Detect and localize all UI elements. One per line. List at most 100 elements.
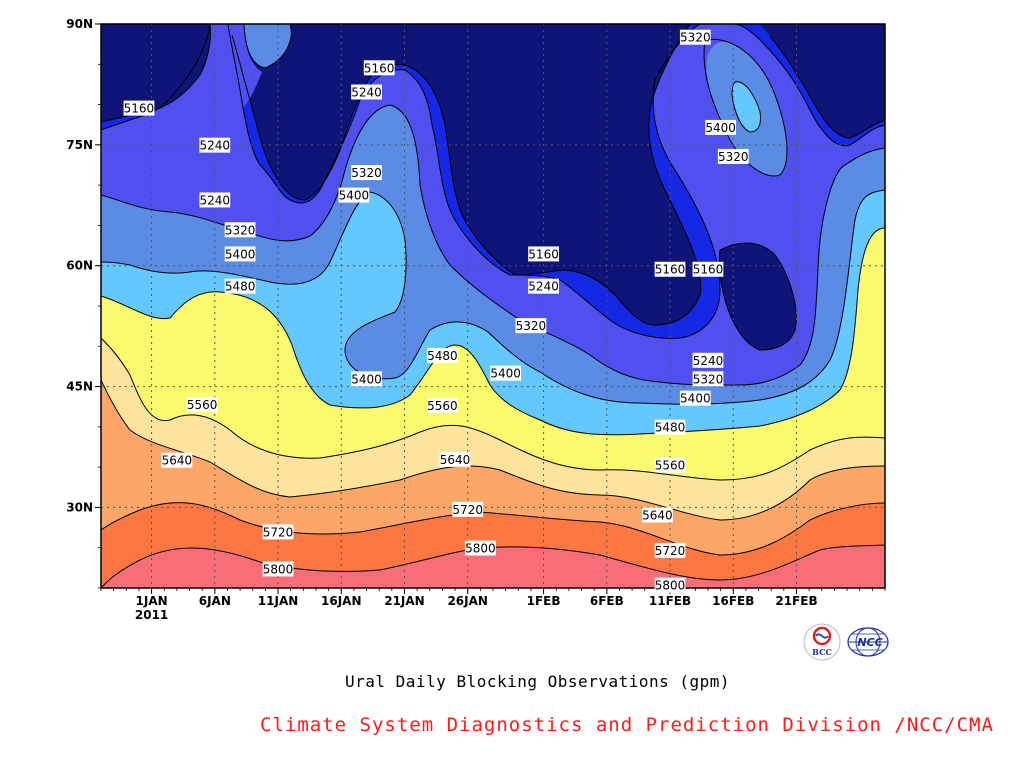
contour-label-text: 5640	[440, 453, 471, 467]
contour-label: 5720	[654, 542, 686, 558]
x-tick-label: 1FEB	[527, 594, 561, 608]
contour-label-bg	[654, 577, 686, 593]
contour-label: 5480	[654, 419, 686, 435]
contour-label-text: 5160	[693, 263, 724, 277]
contour-label-bg	[186, 397, 218, 413]
x-tick-label: 1JAN	[136, 594, 168, 608]
contour-labels: 5160 5240 5240 5320 5400 5480 5560 5640 5720 5800…	[123, 29, 749, 593]
x-tick-label: 16FEB	[712, 594, 754, 608]
y-tick-label: 75N	[66, 138, 93, 152]
contour-label: 5560	[427, 397, 458, 413]
contour-label-text: 5720	[263, 525, 294, 539]
contour-label: 5640	[641, 507, 673, 523]
band-below-5160-center	[228, 24, 701, 325]
contour-label-bg	[515, 318, 547, 334]
contour-label-bg	[427, 347, 458, 363]
contour-label-text: 5400	[225, 247, 256, 261]
contour-label-text: 5160	[655, 263, 686, 277]
contour-label-bg	[161, 452, 193, 468]
chart-subtitle: Ural Daily Blocking Observations (gpm)	[345, 672, 731, 691]
contour-label-bg	[123, 100, 155, 116]
contour-label: 5400	[351, 371, 382, 387]
contour-label-bg	[654, 542, 686, 558]
x-tick-label: 16JAN	[321, 594, 362, 608]
contour-label-bg	[262, 561, 294, 577]
x-year-label: 2011	[135, 608, 168, 622]
contour-label-text: 5240	[351, 85, 382, 99]
contour-label-text: 5480	[225, 280, 256, 294]
contour-label-text: 5320	[718, 150, 749, 164]
contour-label: 5640	[439, 451, 471, 467]
contour-label-bg	[654, 261, 686, 277]
y-tick-label: 90N	[66, 17, 93, 31]
contour-label: 5400	[679, 390, 711, 406]
contour-label-text: 5320	[693, 372, 724, 386]
contour-label: 5320	[679, 29, 711, 45]
contour-label-text: 5400	[351, 372, 382, 386]
axis-ticks	[95, 23, 886, 594]
contour-label-text: 5480	[427, 349, 458, 363]
contour-label-bg	[199, 192, 231, 208]
contour-label-text: 5320	[225, 223, 256, 237]
contour-label-text: 5560	[187, 398, 218, 412]
contour-label-text: 5400	[705, 121, 736, 135]
contour-label: 5400	[705, 119, 737, 135]
contour-label: 5160	[528, 246, 559, 261]
contour-label-text: 5240	[200, 139, 231, 153]
contour-label-bg	[679, 390, 711, 406]
contour-label-bg	[224, 278, 256, 294]
contour-label-bg	[692, 371, 724, 387]
contour-label: 5160	[692, 261, 724, 277]
contour-label: 5720	[452, 501, 484, 517]
contour-label: 5240	[351, 84, 382, 100]
contour-label-bg	[641, 507, 673, 523]
y-axis-labels: 30N 45N 60N 75N 90N	[66, 17, 93, 514]
contour-label-bg	[654, 457, 686, 473]
y-tick-label: 45N	[66, 380, 93, 394]
band-below-5160-east	[719, 243, 797, 350]
x-axis-labels: 1JAN 6JAN 11JAN 16JAN 21JAN 26JAN 1FEB 6FEB 11FE…	[135, 594, 818, 622]
contour-label-text: 5720	[655, 544, 686, 558]
footer-credit: Climate System Diagnostics and Predictio…	[260, 714, 994, 736]
contour-label: 5320	[351, 165, 382, 181]
contour-label-bg	[464, 540, 496, 556]
contour-label: 5320	[717, 148, 749, 164]
contour-label-bg	[439, 451, 471, 467]
contour-label-bg	[351, 84, 382, 100]
contour-label-text: 5800	[465, 542, 496, 556]
contour-label-bg	[338, 187, 370, 203]
contour-label: 5160	[363, 60, 395, 76]
ncc-logo: NCC	[847, 622, 889, 662]
contour-label-bg	[363, 60, 395, 76]
contour-label: 5560	[186, 397, 218, 413]
contour-label-text: 5160	[124, 102, 155, 116]
contour-label-text: 5800	[263, 562, 294, 576]
contour-label-bg	[224, 246, 256, 262]
contour-label-text: 5240	[693, 354, 724, 368]
contour-label-text: 5560	[427, 399, 458, 413]
contour-label-bg	[199, 137, 231, 153]
contour-label-text: 5320	[516, 319, 547, 333]
contour-label: 5560	[654, 457, 686, 473]
contour-label: 5320	[692, 371, 724, 387]
contour-label-bg	[528, 246, 559, 262]
contour-label-bg	[490, 365, 522, 381]
contour-label: 5240	[692, 352, 724, 368]
contour-label-text: 5640	[162, 454, 193, 468]
contour-label: 5800	[262, 561, 294, 577]
contour-label-text: 5160	[364, 61, 395, 75]
contour-label-bg	[692, 352, 724, 368]
contour-label: 5800	[654, 577, 686, 593]
contour-label-text: 5480	[655, 421, 686, 435]
contour-label-bg	[717, 148, 749, 164]
x-tick-label: 21JAN	[384, 594, 425, 608]
contour-label: 5400	[490, 365, 522, 381]
contour-label: 5720	[262, 524, 294, 540]
contour-label: 5240	[199, 192, 231, 208]
contour-label-bg	[528, 278, 559, 294]
contour-label-text: 5640	[642, 508, 673, 522]
contour-label-bg	[679, 29, 711, 45]
contour-label-bg	[224, 222, 256, 238]
contour-label-bg	[654, 419, 686, 435]
